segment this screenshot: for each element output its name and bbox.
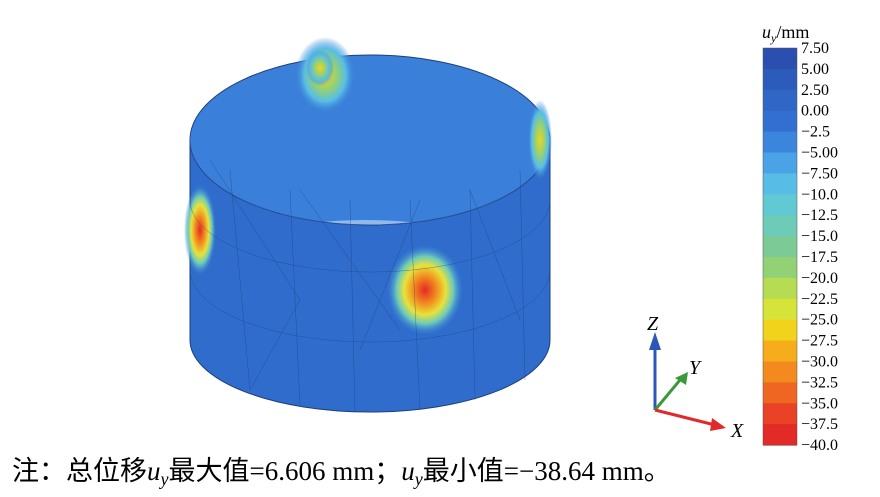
legend-band — [763, 215, 797, 237]
legend-title: uy/mm — [762, 22, 809, 45]
legend-label: 2.50 — [801, 82, 829, 99]
legend-label: −25.0 — [801, 312, 838, 329]
legend-band — [763, 194, 797, 216]
legend-label: 0.00 — [801, 103, 829, 120]
legend-band — [763, 152, 797, 174]
legend-band — [763, 48, 797, 70]
axis-triad: Z Y X — [647, 313, 744, 442]
legend-label: −20.0 — [801, 270, 838, 287]
legend-band — [763, 319, 797, 342]
legend-label: −10.0 — [801, 186, 838, 203]
legend-band — [763, 110, 797, 133]
caption-prefix: 注：总位移 — [12, 456, 147, 486]
legend-band — [763, 131, 797, 153]
legend-label: −35.0 — [801, 395, 838, 412]
caption-min: 最小值=−38.64 mm。 — [423, 456, 671, 486]
legend-label: −17.5 — [801, 249, 838, 266]
caption-max: 最大值=6.606 mm； — [169, 456, 402, 486]
legend-band — [763, 424, 797, 446]
legend-band — [763, 298, 797, 321]
legend-label: 5.00 — [801, 61, 829, 78]
legend-label: −5.00 — [801, 145, 838, 162]
legend-label: −7.50 — [801, 165, 838, 182]
legend-band — [763, 403, 797, 425]
axis-label: Z — [647, 313, 659, 335]
legend-band — [763, 68, 797, 91]
legend-label: −37.5 — [801, 416, 838, 433]
legend-band — [763, 361, 797, 383]
caption-subscript: y — [413, 469, 423, 489]
legend-label: −30.0 — [801, 354, 838, 371]
legend: uy/mm 7.50 5.00 2.50 0.00 −2.5 −5.00 −7.50 −10.… — [762, 22, 838, 454]
caption-symbol: u — [147, 456, 161, 486]
legend-band — [763, 277, 797, 300]
legend-band — [763, 340, 797, 362]
caption-symbol: u — [401, 456, 415, 486]
legend-symbol: u — [762, 22, 771, 42]
legend-frame — [762, 47, 798, 446]
legend-band — [763, 89, 797, 112]
legend-band — [763, 173, 797, 195]
axis-label: X — [730, 420, 744, 442]
legend-subscript: y — [770, 31, 777, 45]
legend-label: −22.5 — [801, 291, 838, 308]
caption-subscript: y — [159, 469, 169, 489]
legend-band — [763, 382, 797, 404]
cylinder — [184, 37, 552, 413]
legend-label: −27.5 — [801, 333, 838, 350]
legend-unit: /mm — [776, 22, 809, 42]
legend-label: −15.0 — [801, 228, 838, 245]
axis-label: Y — [689, 357, 702, 379]
legend-label: 7.50 — [801, 40, 829, 57]
legend-label: −32.5 — [801, 374, 838, 391]
legend-label: −40.0 — [801, 437, 838, 454]
legend-label: −12.5 — [801, 207, 838, 224]
legend-label: −2.5 — [801, 124, 830, 141]
caption: 注：总位移uy最大值=6.606 mm；uy最小值=−38.64 mm。 — [12, 456, 671, 489]
legend-band — [763, 236, 797, 258]
legend-band — [763, 257, 797, 279]
